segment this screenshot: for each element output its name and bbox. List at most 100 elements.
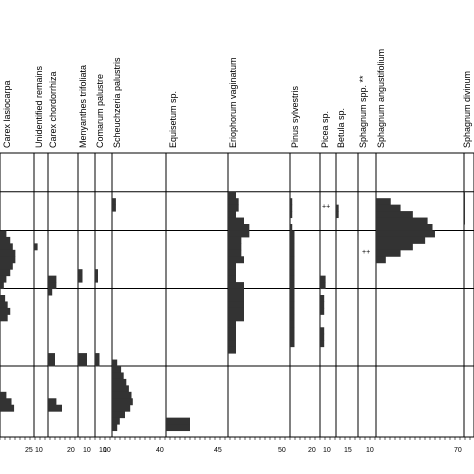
column-label-9: Picea sp. (320, 111, 330, 148)
pinus-sylvestris-main-bar-18 (290, 269, 295, 277)
pinus-sylvestris-main-bar-17 (290, 262, 295, 270)
eriophorum-vaginatum-main-bar-11 (228, 224, 250, 231)
equisetum-sp--bar-38 (112, 398, 133, 406)
eriophorum-vaginatum-main-bar-10 (228, 217, 244, 225)
carex-chordorrhiza-bar-19 (48, 275, 57, 283)
carex-chordorrhiza-bar-32 (48, 359, 55, 367)
eriophorum-vaginatum-main-bar-24 (228, 307, 244, 315)
sphagnum-divinum-main-bar-6 (464, 191, 465, 199)
eriophorum-vaginatum-main-bar-26 (228, 320, 236, 328)
eriophorum-vaginatum-main-bar-18 (228, 269, 236, 277)
tick-label-8: 50 (278, 447, 286, 454)
tick-label-7: 45 (214, 447, 222, 454)
eriophorum-vaginatum-main-bar-15 (228, 249, 242, 257)
carex-lasiocarpa-bar-37 (0, 391, 7, 399)
eriophorum-vaginatum-main-bar-17 (228, 262, 236, 270)
comarum-palustre-bar-31 (95, 353, 100, 361)
betula-sp--main-bar-9 (336, 211, 339, 219)
equisetum-sp--bar-34 (112, 372, 124, 380)
eriophorum-vaginatum-main-bar-12 (228, 230, 250, 238)
tick-label-13: 70 (454, 447, 462, 454)
picea-sp--main-bar-24 (320, 307, 325, 315)
carex-chordorrhiza-bar-20 (48, 282, 57, 290)
carex-lasiocarpa-bar-16 (0, 256, 16, 264)
column-label-5: Scheuchzeria palustris (112, 57, 122, 148)
eriophorum-vaginatum-main-bar-30 (228, 346, 236, 354)
marker-1: ++ (362, 249, 370, 256)
equisetum-sp--bar-33 (112, 366, 122, 373)
pinus-sylvestris-main-bar-25 (290, 314, 295, 322)
eriophorum-vaginatum-main-bar-29 (228, 340, 236, 348)
carex-lasiocarpa-bar-24 (0, 307, 11, 315)
pinus-sylvestris-main-bar-21 (290, 288, 295, 296)
menyanthes-trifoliata-bar-31 (78, 353, 87, 361)
column-label-7: Eriophorum vaginatum (228, 57, 238, 148)
sphagnum-angustifolium-main-bar-15 (376, 249, 401, 257)
equisetum-sp--bar-41 (112, 417, 120, 425)
tick-label-0: 25 (25, 447, 33, 454)
picea-sp--main-bar-19 (320, 275, 326, 283)
menyanthes-trifoliata-bar-32 (78, 359, 87, 367)
pinus-sylvestris-main-bar-26 (290, 320, 295, 328)
unidentified-remains-bar-14 (34, 243, 38, 251)
plot-frame (0, 152, 474, 438)
sphagnum-angustifolium-main-bar-16 (376, 256, 386, 264)
column-label-8: Pinus sylvestris (290, 85, 300, 148)
carex-lasiocarpa-bar-20 (0, 282, 4, 290)
eriophorum-vaginatum-main-bar-7 (228, 198, 239, 206)
pinus-sylvestris-main-bar-8 (290, 204, 293, 212)
carex-lasiocarpa-bar-39 (0, 404, 15, 412)
sphagnum-angustifolium-main-bar-13 (376, 236, 426, 244)
menyanthes-trifoliata-bar-19 (78, 275, 83, 283)
column-label-0: Carex lasiocarpa (2, 80, 12, 148)
sphagnum-angustifolium-main-bar-14 (376, 243, 413, 251)
eriophorum-vaginatum-main-bar-6 (228, 191, 236, 199)
sphagnum-angustifolium-main-bar-12 (376, 230, 435, 238)
eriophorum-vaginatum-main-bar-27 (228, 327, 236, 335)
sphagnum-angustifolium-main-bar-7 (376, 198, 391, 206)
pinus-sylvestris-main-bar-28 (290, 333, 295, 341)
eriophorum-vaginatum-main-bar-25 (228, 314, 244, 322)
equisetum-sp--bar-37 (112, 391, 132, 399)
carex-chordorrhiza-bar-31 (48, 353, 55, 361)
column-label-2: Carex chordorrhiza (48, 71, 58, 148)
carex-lasiocarpa-bar-25 (0, 314, 8, 322)
eriophorum-vaginatum-main-bar-19 (228, 275, 236, 283)
picea-sp--main-bar-28 (320, 333, 325, 341)
tick-label-12: 10 (366, 447, 374, 454)
eriophorum-vaginatum-main-bar-13 (228, 236, 242, 244)
tick-label-9: 20 (308, 447, 316, 454)
sphagnum-divinum-main-bar-10 (464, 217, 465, 225)
column-label-13: Sphagnum divinum (462, 71, 472, 148)
menyanthes-trifoliata-bar-18 (78, 269, 83, 277)
eriophorum-vaginatum-main-bar-16 (228, 256, 244, 264)
carex-lasiocarpa-bar-18 (0, 269, 11, 277)
carex-lasiocarpa-bar-15 (0, 249, 16, 257)
comarum-palustre-bar-19 (95, 275, 98, 283)
carex-chordorrhiza-bar-38 (48, 398, 57, 406)
carex-chordorrhiza-bar-21 (48, 288, 53, 296)
pinus-sylvestris-main-bar-13 (290, 236, 295, 244)
tick-label-11: 15 (344, 447, 352, 454)
equisetum-sp--bar-35 (112, 378, 127, 386)
picea-sp--main-bar-22 (320, 295, 325, 302)
pinus-sylvestris-main-bar-12 (290, 230, 295, 238)
pinus-sylvestris-main-bar-15 (290, 249, 295, 257)
carex-lasiocarpa-bar-38 (0, 398, 12, 406)
sphagnum-divinum-main-bar-9 (464, 211, 465, 219)
pinus-sylvestris-main-bar-11 (290, 224, 293, 231)
pinus-sylvestris-main-bar-9 (290, 211, 293, 219)
eriophorum-vaginatum-main-bar-14 (228, 243, 242, 251)
eriophorum-vaginatum-main-bar-20 (228, 282, 244, 290)
tick-label-2: 20 (67, 447, 75, 454)
pinus-sylvestris-main-bar-16 (290, 256, 295, 264)
marker-0: ++ (322, 204, 330, 211)
carex-lasiocarpa-bar-14 (0, 243, 13, 251)
comarum-palustre-bar-18 (95, 269, 98, 277)
eriophorum-vaginatum-main-bar-21 (228, 288, 244, 296)
eriophorum-vaginatum-main-bar-23 (228, 301, 244, 309)
pinus-sylvestris-main-bar-7 (290, 198, 293, 206)
betula-sp--main-bar-8 (336, 204, 339, 212)
picea-sp--main-bar-29 (320, 340, 325, 348)
pinus-sylvestris-main-bar-14 (290, 243, 295, 251)
